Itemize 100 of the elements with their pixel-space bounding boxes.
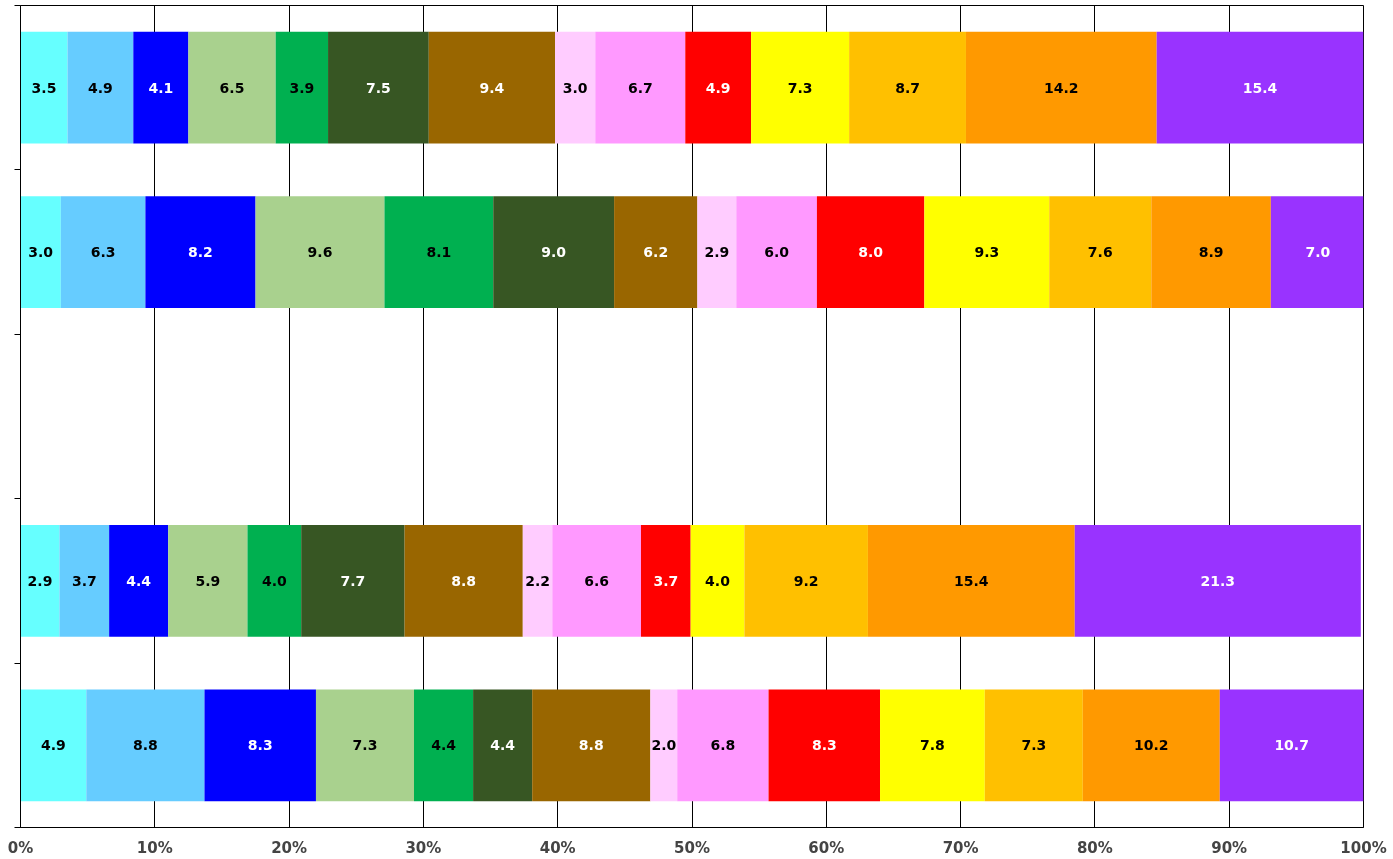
data-label: 8.8	[451, 572, 477, 589]
bar	[328, 31, 429, 144]
data-label: 4.4	[431, 737, 457, 754]
bar	[677, 689, 769, 802]
data-label: 6.0	[764, 244, 790, 261]
x-tick-label: 50%	[674, 838, 710, 857]
bar	[685, 31, 752, 144]
bar	[690, 525, 745, 637]
bar	[736, 196, 817, 308]
data-label: 2.9	[704, 244, 730, 261]
bar	[640, 525, 691, 637]
x-tick-label: 100%	[1340, 838, 1387, 857]
bar	[880, 689, 985, 802]
x-tick-label: 90%	[1211, 838, 1248, 857]
data-label: 7.8	[920, 737, 945, 754]
bar	[168, 525, 248, 637]
bar	[595, 31, 686, 144]
bar	[60, 196, 146, 308]
data-label: 7.5	[366, 79, 391, 96]
bar	[204, 689, 316, 802]
data-label: 9.0	[541, 244, 567, 261]
data-label: 9.4	[479, 79, 505, 96]
bar	[404, 525, 523, 637]
bar	[414, 689, 474, 802]
data-label: 7.3	[787, 79, 813, 96]
data-label: 21.3	[1200, 572, 1236, 589]
bar	[1270, 196, 1364, 308]
data-label: 6.6	[584, 572, 610, 589]
data-label: 6.7	[627, 79, 653, 96]
bar	[109, 525, 169, 637]
bar	[650, 689, 678, 802]
bar	[247, 525, 302, 637]
x-tick-label: 80%	[1076, 838, 1113, 857]
bar	[255, 196, 385, 308]
bar	[133, 31, 189, 144]
data-label: 7.3	[352, 737, 378, 754]
data-label: 4.4	[490, 737, 516, 754]
bar	[614, 196, 698, 308]
data-label: 4.9	[705, 79, 731, 96]
data-label: 4.9	[88, 79, 113, 96]
data-label: 9.2	[793, 572, 819, 589]
data-label: 5.9	[195, 572, 221, 589]
bar	[473, 689, 533, 802]
bar	[67, 31, 134, 144]
data-label: 2.0	[651, 737, 677, 754]
bar	[315, 689, 414, 802]
data-label: 10.7	[1274, 737, 1309, 754]
data-label: 9.3	[974, 244, 1000, 261]
bar	[816, 196, 925, 308]
bar	[493, 196, 615, 308]
bar	[697, 196, 737, 308]
bar	[1049, 196, 1152, 308]
bar	[188, 31, 276, 144]
data-label: 6.3	[90, 244, 116, 261]
data-label: 9.6	[307, 244, 333, 261]
bar	[1219, 689, 1364, 802]
data-label: 7.6	[1087, 244, 1113, 261]
data-label: 3.0	[562, 79, 588, 96]
bar	[20, 196, 61, 308]
x-tick-label: 10%	[136, 838, 173, 857]
data-label: 15.4	[1242, 79, 1278, 96]
bar	[849, 31, 966, 144]
data-label: 8.9	[1198, 244, 1224, 261]
data-label: 6.8	[710, 737, 736, 754]
x-tick-label: 60%	[808, 838, 845, 857]
data-label: 7.3	[1021, 737, 1047, 754]
data-label: 8.0	[858, 244, 884, 261]
data-label: 3.7	[653, 572, 679, 589]
data-label: 3.0	[28, 244, 54, 261]
bar	[145, 196, 256, 308]
bar	[20, 31, 68, 144]
x-tick-label: 70%	[942, 838, 979, 857]
bar	[965, 31, 1157, 144]
data-label: 15.4	[954, 572, 989, 589]
data-label: 3.9	[289, 79, 315, 96]
bar	[275, 31, 329, 144]
data-label: 2.9	[27, 572, 53, 589]
data-label: 4.0	[705, 572, 731, 589]
data-label: 14.2	[1044, 79, 1079, 96]
data-label: 4.1	[148, 79, 174, 96]
bar	[984, 689, 1083, 802]
data-label: 8.3	[811, 737, 837, 754]
data-label: 10.2	[1134, 737, 1169, 754]
x-tick-label: 20%	[271, 838, 308, 857]
bar	[20, 525, 60, 637]
data-label: 7.0	[1305, 244, 1331, 261]
bar	[1156, 31, 1364, 144]
data-label: 8.3	[247, 737, 273, 754]
bar	[522, 525, 553, 637]
bar	[301, 525, 405, 637]
data-label: 8.7	[895, 79, 920, 96]
bar	[744, 525, 868, 637]
data-label: 8.8	[133, 737, 158, 754]
bar	[59, 525, 110, 637]
bar	[20, 689, 87, 802]
bar	[428, 31, 556, 144]
bar	[532, 689, 651, 802]
data-label: 8.1	[426, 244, 452, 261]
bar	[1074, 525, 1361, 637]
bar	[1082, 689, 1220, 802]
